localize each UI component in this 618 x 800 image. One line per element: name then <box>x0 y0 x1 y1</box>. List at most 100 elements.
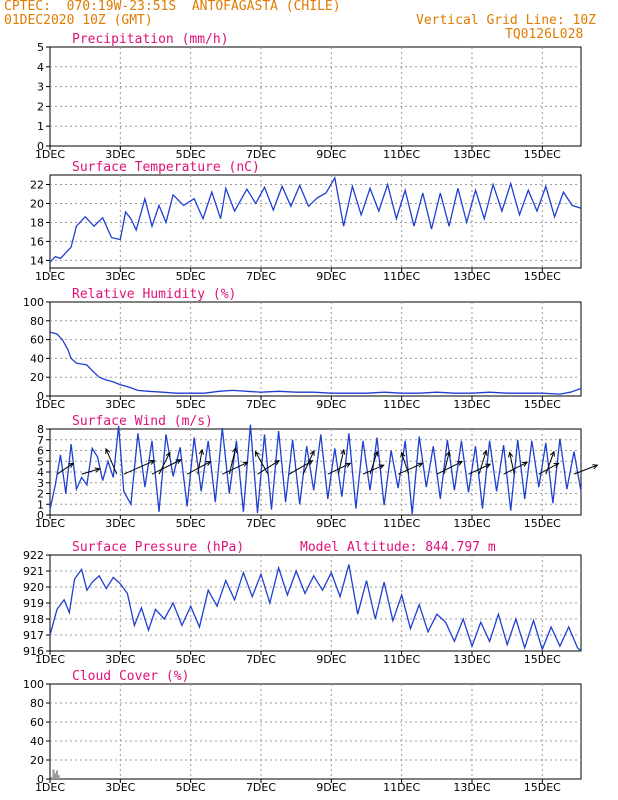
panel-3-xtick-label: 1DEC <box>35 398 65 411</box>
panel-1-title: Precipitation (mm/h) <box>72 32 229 47</box>
panel-5-annotation: Model Altitude: 844.797 m <box>300 540 496 555</box>
panel-5-xtick-label: 11DEC <box>383 653 420 666</box>
wind-arrow-head <box>522 461 529 467</box>
panel-5-xtick-label: 9DEC <box>316 653 346 666</box>
wind-arrow-head <box>550 450 555 457</box>
panel-6-ytick-label: 40 <box>30 735 44 748</box>
panel-6-ytick-label: 20 <box>30 754 44 767</box>
panel-3-ytick-label: 0 <box>37 390 44 403</box>
panel-5-ytick-label: 917 <box>23 629 44 642</box>
panel-5-xtick-label: 15DEC <box>524 653 561 666</box>
panel-1-xtick-label: 11DEC <box>383 148 420 161</box>
wind-arrow-shaft <box>468 463 491 475</box>
panel-2-ytick-label: 22 <box>30 178 44 191</box>
panel-3-frame <box>49 301 582 397</box>
wind-arrow-shaft <box>151 459 182 475</box>
wind-arrow-head <box>485 463 492 469</box>
wind-arrow-shaft <box>503 462 528 475</box>
panel-6-xtick-label: 7DEC <box>246 781 276 794</box>
wind-arrow-shaft <box>443 451 450 475</box>
panel-1-ytick-label: 3 <box>37 81 44 94</box>
panel-5-ytick-label: 922 <box>23 549 44 562</box>
panel-6-xtick-label: 11DEC <box>383 781 420 794</box>
wind-arrow-shaft <box>81 468 100 475</box>
wind-arrow-head <box>274 460 281 466</box>
panel-1-xtick-label: 1DEC <box>35 148 65 161</box>
panel-4-ytick-label: 3 <box>37 477 44 490</box>
panel-2-frame <box>49 174 582 269</box>
panel-5-series-line <box>49 564 582 652</box>
panel-1-xtick-label: 7DEC <box>246 148 276 161</box>
panel-2-xtick-label: 3DEC <box>105 270 135 283</box>
panel-2-ytick-label: 14 <box>30 254 44 267</box>
panel-1-ytick-label: 5 <box>37 41 44 54</box>
wind-arrow-shaft <box>436 461 463 475</box>
wind-arrow-head <box>378 464 385 470</box>
panel-6-bar <box>50 777 53 779</box>
panel-2-xtick-label: 5DEC <box>176 270 206 283</box>
wind-arrow-shaft <box>545 451 555 475</box>
wind-arrow-head <box>205 461 212 466</box>
panel-5-ytick-label: 921 <box>23 565 44 578</box>
wind-arrow-head <box>94 467 101 473</box>
panel-6-xtick-label: 15DEC <box>524 781 561 794</box>
panel-3-ytick-label: 100 <box>23 296 44 309</box>
wind-arrow-head <box>105 447 111 454</box>
wind-arrow-shaft <box>337 449 345 475</box>
wind-arrow-head <box>592 464 599 470</box>
panel-4-ytick-label: 1 <box>37 498 44 511</box>
panel-3-series-line <box>49 331 582 395</box>
panel-4-ytick-label: 8 <box>37 423 44 436</box>
panel-3-ytick-label: 60 <box>30 334 44 347</box>
panel-1-ytick-label: 0 <box>37 140 44 153</box>
panel-6-bar <box>57 775 60 779</box>
panel-3-ytick-label: 20 <box>30 371 44 384</box>
header-grid-note: Vertical Grid Line: 10Z <box>416 13 597 28</box>
wind-arrow-head <box>457 461 464 466</box>
wind-arrow-shaft <box>302 450 315 475</box>
wind-arrow-shaft <box>478 450 487 475</box>
panel-5-xtick-label: 5DEC <box>176 653 206 666</box>
panel-6-ytick-label: 100 <box>23 678 44 691</box>
panel-5-ytick-label: 920 <box>23 581 44 594</box>
panel-2-xtick-label: 9DEC <box>316 270 346 283</box>
panel-4-ytick-label: 5 <box>37 455 44 468</box>
panel-6-bar <box>52 769 55 779</box>
wind-arrow-head <box>482 449 488 456</box>
panel-4-ytick-label: 4 <box>37 466 44 479</box>
panel-1-xtick-label: 5DEC <box>176 148 206 161</box>
wind-arrow-shaft <box>369 451 378 475</box>
panel-6-bar <box>56 770 59 779</box>
panel-4-ytick-label: 0 <box>37 509 44 522</box>
panel-6-ytick-label: 60 <box>30 716 44 729</box>
panel-6-xtick-label: 1DEC <box>35 781 65 794</box>
panel-4-xtick-label: 1DEC <box>35 517 65 530</box>
panel-1-xtick-label: 3DEC <box>105 148 135 161</box>
panel-4-xtick-label: 9DEC <box>316 517 346 530</box>
panel-1-xtick-label: 13DEC <box>453 148 490 161</box>
panel-3-xtick-label: 3DEC <box>105 398 135 411</box>
wind-arrow-shaft <box>401 452 410 475</box>
panel-2-ytick-label: 18 <box>30 216 44 229</box>
panel-3-xtick-label: 9DEC <box>316 398 346 411</box>
wind-arrow-shaft <box>538 462 559 475</box>
panel-2-xtick-label: 15DEC <box>524 270 561 283</box>
panel-1-xtick-label: 15DEC <box>524 148 561 161</box>
panel-2-xtick-label: 11DEC <box>383 270 420 283</box>
wind-arrow-head <box>232 446 238 454</box>
wind-arrow-head <box>198 448 204 455</box>
panel-6-frame <box>49 683 582 780</box>
panel-4-ytick-label: 2 <box>37 488 44 501</box>
panel-1-frame <box>49 46 582 147</box>
panel-2-xtick-label: 7DEC <box>246 270 276 283</box>
wind-arrow-shaft <box>509 452 515 475</box>
wind-arrow-head <box>254 450 260 457</box>
header-date: 01DEC2020 10Z (GMT) <box>4 13 153 28</box>
panel-1-ytick-label: 4 <box>37 61 44 74</box>
wind-arrow-head <box>149 459 156 465</box>
panel-2-series-line <box>49 175 582 263</box>
wind-arrow-head <box>417 462 424 468</box>
wind-arrow-shaft <box>56 462 74 475</box>
panel-6-bar <box>54 773 57 779</box>
